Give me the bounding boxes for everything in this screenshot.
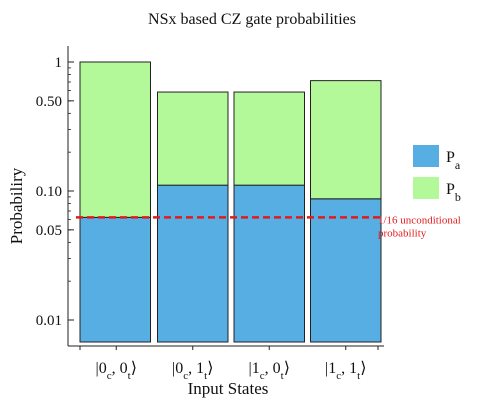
legend-label-b: Pb [446, 181, 461, 204]
x-tick-label-4: |1c, 1t⟩ [325, 360, 366, 382]
legend-swatch-a [413, 145, 439, 167]
bar-2-b [157, 91, 229, 186]
bar-4-b [310, 80, 382, 200]
x-tick-label-1: |0c, 0t⟩ [96, 360, 137, 382]
chart-title: NSx based CZ gate probabilities [148, 11, 356, 28]
legend: Pa Pb [413, 145, 461, 204]
y-tick-label-5: 0.01 [36, 313, 62, 329]
bar-1-b [79, 61, 151, 218]
reference-line-label-line-2: probability [378, 227, 427, 239]
bar-3-a [233, 184, 305, 343]
bar-1-a [79, 216, 151, 343]
x-axis-ticks: |0c, 0t⟩ |0c, 1t⟩ |1c, 0t⟩ |1c, 1t⟩ [79, 346, 379, 382]
x-axis-label: Input States [188, 379, 269, 398]
legend-label-a: Pa [446, 149, 461, 172]
x-tick-label-3: |1c, 0t⟩ [249, 360, 290, 382]
y-tick-label-2: 0.50 [36, 94, 62, 110]
y-tick-label-1: 1 [55, 55, 63, 71]
reference-line-label-line-1: 1/16 unconditional [378, 214, 461, 226]
bar-3-b [233, 91, 305, 186]
bar-2-a [157, 184, 229, 343]
y-tick-label-3: 0.10 [36, 184, 62, 200]
y-axis-ticks: 1 0.50 0.10 0.05 0.01 [36, 55, 74, 329]
legend-swatch-b [413, 177, 439, 199]
bar-4-a [310, 198, 382, 343]
x-tick-label-2: |0c, 1t⟩ [172, 360, 213, 382]
bars-layer [79, 61, 382, 343]
axes [67, 46, 384, 347]
y-axis-label: Probabiliry [7, 167, 26, 244]
y-tick-label-4: 0.05 [36, 223, 62, 239]
